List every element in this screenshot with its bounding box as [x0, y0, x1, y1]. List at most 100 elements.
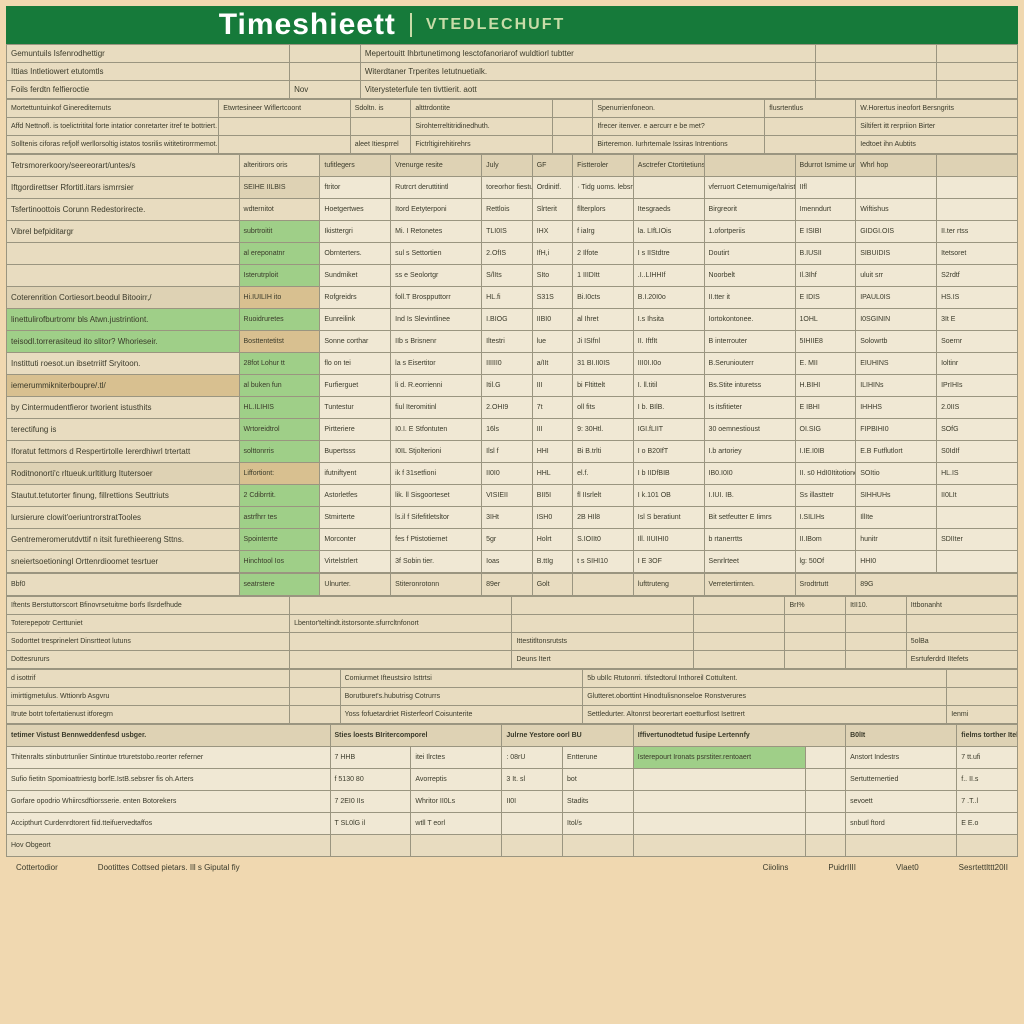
bottom-cell: II0I — [502, 791, 563, 813]
mid-cell — [290, 597, 512, 615]
mid-cell: Deuns Itert — [512, 651, 694, 669]
info-cell — [937, 45, 1018, 63]
grid-cell: 2B HIl8 — [573, 507, 634, 529]
mid-cell: Dottesrururs — [7, 651, 290, 669]
info-cell — [815, 63, 936, 81]
grid-cell: Tuntestur — [320, 397, 391, 419]
grid-cell: I E 3OF — [633, 551, 704, 573]
grid-cell: TLI0IS — [482, 221, 533, 243]
grid-stub: Coterenrition Cortiesort.beodul Bitooirr… — [7, 287, 240, 309]
grid-cell: FIPBIHI0 — [856, 419, 937, 441]
bottom-cell — [411, 835, 502, 857]
bottom-header: Iffivertunodtetud fusipe Lertennfy — [633, 725, 845, 747]
grid-cell: flo on tei — [320, 353, 391, 375]
lower-cell: 5b ubIlc Rtutonrri. tifstedtorul Inthore… — [583, 670, 947, 688]
grid-stub: Tsfertinoottois Corunn Redestorirecte. — [7, 199, 240, 221]
grid-col2: Spointerrte — [239, 529, 320, 551]
grid-cell: Obrnterters. — [320, 243, 391, 265]
grid-cell: HS.IS — [937, 287, 1018, 309]
grid-cell: I0SGININ — [856, 309, 937, 331]
lower-cell: Yoss fofuetardriet Risterfeorf Coisunter… — [340, 706, 583, 724]
bottom-cell: wtll T eorl — [411, 813, 502, 835]
bottom-cell: f.. II.s — [957, 769, 1018, 791]
grid-cell — [937, 199, 1018, 221]
bottom-cell — [633, 813, 805, 835]
grid-col2: Isterutrploit — [239, 265, 320, 287]
grid-cell: SDIIter — [937, 529, 1018, 551]
grid-cell: Bi B.trlti — [573, 441, 634, 463]
summary-c3: Ulnurter. — [320, 574, 391, 596]
summary-c7 — [573, 574, 634, 596]
grid-cell: I o B20IfT — [633, 441, 704, 463]
grid-stub: Iftgordirettser Rfortitl.itars ismrrsier — [7, 177, 240, 199]
bottom-cell: Avorreptis — [411, 769, 502, 791]
bottom-cell — [633, 769, 805, 791]
meta-block: Mortettuntuinkof GinerediternutsEtwrtesi… — [6, 99, 1018, 154]
grid-cell: ifutniftyent — [320, 463, 391, 485]
meta-cell — [765, 118, 856, 136]
bottom-cell: 7 HHB — [330, 747, 411, 769]
grid-cell: Birgreorit — [704, 199, 795, 221]
grid-cell: Bit setfeutter E Iimrs — [704, 507, 795, 529]
grid-stub: linettulirofburtromr bls Atwn.justrintio… — [7, 309, 240, 331]
grid-col2: 28fot Lohur tt — [239, 353, 320, 375]
grid-stub: by Cintermudentfieror tworient istusthit… — [7, 397, 240, 419]
grid-cell: IfH,i — [532, 243, 572, 265]
meta-cell: Sirohterreltitridinedhuth. — [411, 118, 553, 136]
grid-cell: Itord Eetyterponi — [391, 199, 482, 221]
info-block: Gemuntuils IsfenrodhettigrMepertouitt Ih… — [6, 44, 1018, 99]
mid-cell — [785, 633, 846, 651]
mid-cell: BrI% — [785, 597, 846, 615]
info-cell — [290, 63, 361, 81]
grid-cell: II.ter rtss — [937, 221, 1018, 243]
grid-header: tufitlegers — [320, 155, 391, 177]
grid-col2: subrtroitit — [239, 221, 320, 243]
grid-cell: Il.3Ihf — [795, 265, 856, 287]
grid-cell: Ikisttergri — [320, 221, 391, 243]
grid-cell: 2.OHI9 — [482, 397, 533, 419]
grid-stub — [7, 243, 240, 265]
lower-cell — [290, 688, 341, 706]
mid-cell — [694, 651, 785, 669]
grid-header: Bdurrot Ismime untung reortt — [795, 155, 856, 177]
bottom-cell — [330, 835, 411, 857]
bottom-cell — [502, 835, 563, 857]
lower-cell — [947, 688, 1018, 706]
info-cell: Nov — [290, 81, 361, 99]
grid-cell: I b. BIlB. — [633, 397, 704, 419]
grid-cell: B.I.20I0o — [633, 287, 704, 309]
grid-cell: b rtanerrtts — [704, 529, 795, 551]
grid-cell: 16ls — [482, 419, 533, 441]
lower-cell: imirttigmetulus. Wttionrb Asgvru — [7, 688, 290, 706]
grid-cell: IPrIHIs — [937, 375, 1018, 397]
grid-stub: lursierure clowit'oeriuntrorstratTooles — [7, 507, 240, 529]
grid-cell: BII5I — [532, 485, 572, 507]
grid-cell: IHX — [532, 221, 572, 243]
bottom-header: fielms torther Iteboront — [957, 725, 1018, 747]
grid-col2: Hinchtool Ios — [239, 551, 320, 573]
grid-cell — [633, 177, 704, 199]
grid-cell: II.IBom — [795, 529, 856, 551]
meta-cell: Affd Nettnofl. is toelictritital forte i… — [7, 118, 219, 136]
footer-f: Sesrtettlttt20II — [959, 863, 1008, 872]
summary-c8: lufttruteng — [633, 574, 704, 596]
footer-a: Cottertodior — [16, 863, 58, 872]
grid-cell: E IDIS — [795, 287, 856, 309]
mid-cell: Esrtuferdrd IItefets — [906, 651, 1017, 669]
grid-cell: S2rdtf — [937, 265, 1018, 287]
grid-cell: 31 BI.II0IS — [573, 353, 634, 375]
grid-col2: wdternitot — [239, 199, 320, 221]
grid-header: July — [482, 155, 533, 177]
mid-cell: Ittbonanht — [906, 597, 1017, 615]
bottom-cell: E E.o — [957, 813, 1018, 835]
grid-cell: I b IIDfBIB — [633, 463, 704, 485]
grid-cell: ik f 31setfioni — [391, 463, 482, 485]
grid-cell: IIb s Brisnenr — [391, 331, 482, 353]
bottom-cell — [846, 835, 957, 857]
grid-cell: Senrlrteet — [704, 551, 795, 573]
grid-cell: S31S — [532, 287, 572, 309]
grid-header — [704, 155, 795, 177]
lower-cell — [290, 706, 341, 724]
grid-cell: E. MII — [795, 353, 856, 375]
summary-c5: 89er — [482, 574, 533, 596]
